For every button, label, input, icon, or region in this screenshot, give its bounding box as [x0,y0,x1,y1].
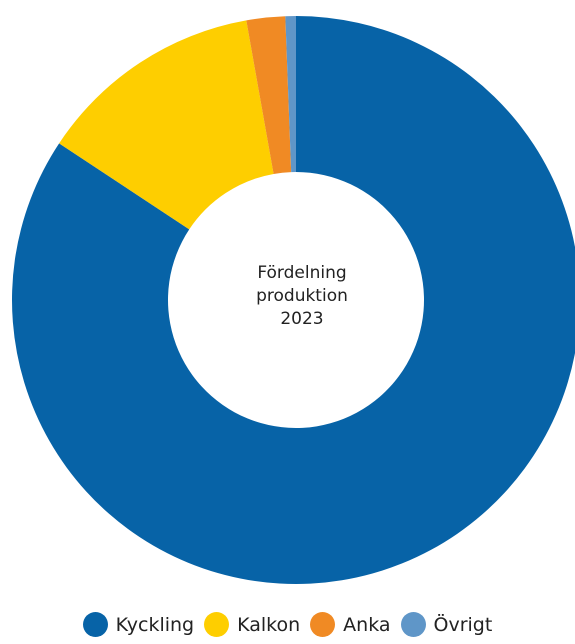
legend-label-kyckling: Kyckling [115,613,195,636]
legend-item-anka: Anka [310,612,391,637]
chart-center-label: Fördelning produktion 2023 [212,262,392,331]
legend-swatch-anka [310,612,336,637]
slice-övrigt [285,16,296,173]
slice-kalkon [59,20,274,230]
legend-item-kalkon: Kalkon [204,612,300,637]
legend-item-ovrigt: Övrigt [400,612,493,637]
legend-label-ovrigt: Övrigt [433,613,493,636]
legend-item-kyckling: Kyckling [82,612,195,637]
legend-swatch-kalkon [204,612,230,637]
slice-kyckling [12,16,575,584]
center-label-line-2: produktion [256,286,348,306]
center-label-line-1: Fördelning [257,263,347,283]
slice-anka [246,16,292,174]
legend-swatch-ovrigt [400,612,426,637]
center-label-line-3: 2023 [280,309,324,329]
legend-label-kalkon: Kalkon [237,613,301,636]
chart-legend: Kyckling Kalkon Anka Övrigt [0,612,575,637]
legend-label-anka: Anka [343,613,391,636]
legend-swatch-kyckling [82,612,108,637]
